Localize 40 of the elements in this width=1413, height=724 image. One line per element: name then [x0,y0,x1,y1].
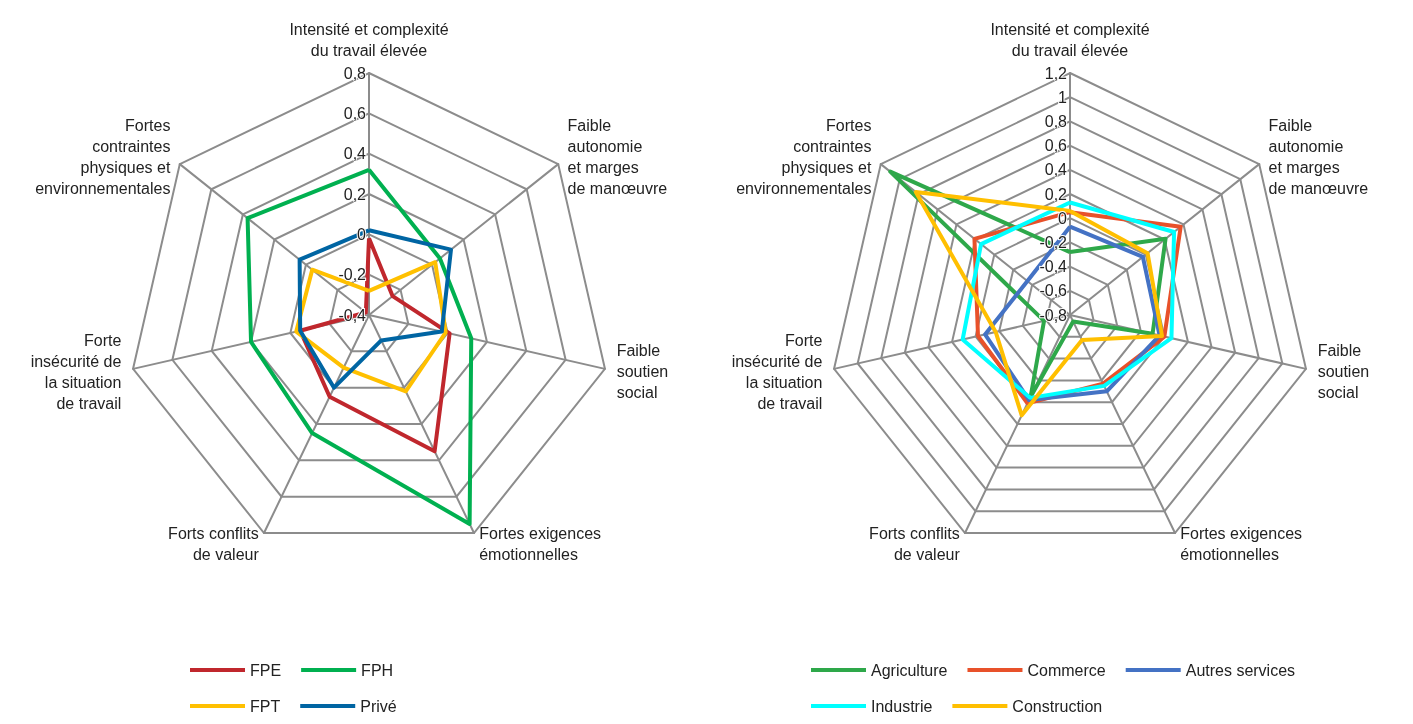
legend-label: Autres services [1185,661,1296,679]
spoke-label: Fortes contraintes physiques et environnementales [736,116,872,197]
spoke-label: Forte insécurité de la situation de travail [30,331,122,412]
legend-label: Construction [1012,697,1103,715]
spoke-label: Fortes contraintes physiques et environnementales [35,116,171,197]
legend-label: FPT [250,697,281,715]
y-tick-label: -0,4 [338,306,367,324]
y-tick-label: -0,2 [338,266,367,284]
y-tick-label: 0,8 [1044,112,1068,130]
y-tick-label: 0,6 [343,104,367,122]
y-tick-label: 0,8 [343,64,367,82]
legend-label: Industrie [871,697,933,715]
spoke-label: Intensité et complexité du travail élevée [289,21,449,59]
spoke-label: Forts conflits de valeur [869,524,961,563]
y-tick-label: 1 [1058,88,1068,106]
y-tick-label: -0,4 [1039,258,1068,276]
y-tick-label: 0 [357,225,367,243]
y-tick-label: -0,6 [1039,282,1068,300]
y-tick-label: 0,4 [343,145,367,163]
spoke-label: Faible autonomie et marges de manœuvre [1268,116,1369,197]
spoke-label: Forts conflits de valeur [168,524,260,563]
spoke-label: Faible soutien social [616,342,669,402]
legend-label: Agriculture [871,661,948,679]
legend-label: Commerce [1027,661,1106,679]
y-tick-label: -0,2 [1039,233,1068,251]
spoke-label: Faible autonomie et marges de manœuvre [567,116,668,197]
spoke-label: Forte insécurité de la situation de travail [731,331,823,412]
y-tick-label: -0,8 [1039,306,1068,324]
y-tick-label: 0,2 [1044,185,1068,203]
legend-label: FPH [361,661,394,679]
spoke-label: Faible soutien social [1317,342,1370,402]
y-tick-label: 0,2 [343,185,367,203]
y-tick-label: 0,6 [1044,137,1068,155]
legend-label: Privé [360,697,397,715]
y-tick-label: 1,2 [1044,64,1068,82]
y-tick-label: 0,4 [1044,161,1068,179]
spoke-label: Fortes exigences émotionnelles [479,524,602,563]
spoke-label: Fortes exigences émotionnelles [1180,524,1303,563]
spoke-label: Intensité et complexité du travail élevée [990,21,1150,59]
legend-label: FPE [250,661,282,679]
